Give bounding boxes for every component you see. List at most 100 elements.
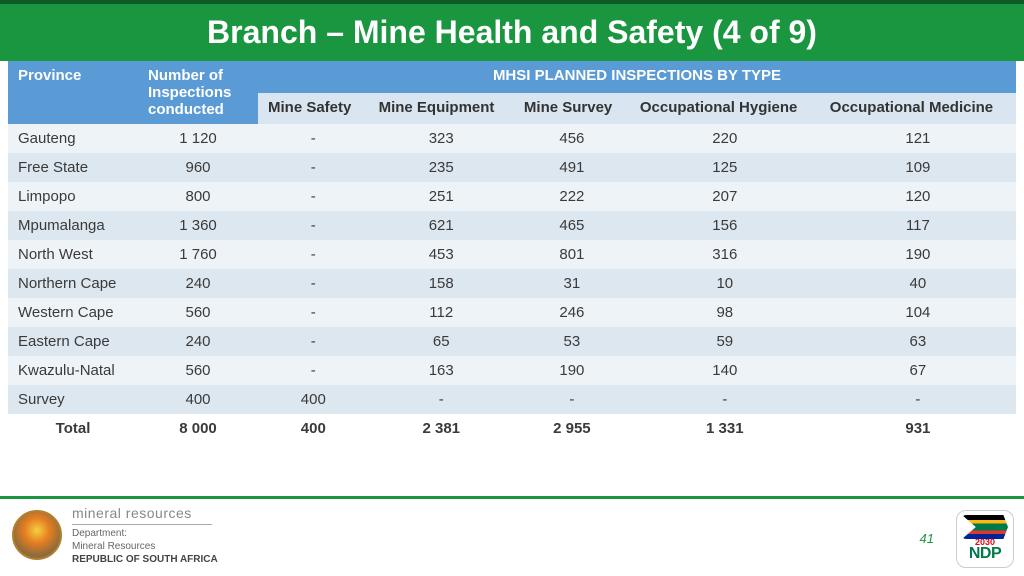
cell-value: 158 xyxy=(369,269,514,298)
cell-value: 140 xyxy=(630,356,820,385)
cell-value: - xyxy=(258,356,369,385)
cell-value: 400 xyxy=(258,385,369,414)
cell-value: 1 120 xyxy=(138,124,258,153)
cell-value: 246 xyxy=(514,298,630,327)
cell-province: Northern Cape xyxy=(8,269,138,298)
col-occ-hygiene: Occupational Hygiene xyxy=(630,93,820,125)
cell-value: 207 xyxy=(630,182,820,211)
footer: mineral resources Department: Mineral Re… xyxy=(0,496,1024,576)
cell-value: 316 xyxy=(630,240,820,269)
cell-province: North West xyxy=(8,240,138,269)
cell-value: 453 xyxy=(369,240,514,269)
dept-line1: Department: xyxy=(72,527,218,540)
cell-value: 2 955 xyxy=(514,414,630,443)
cell-value: 220 xyxy=(630,124,820,153)
cell-province: Limpopo xyxy=(8,182,138,211)
cell-value: 465 xyxy=(514,211,630,240)
footer-branding: mineral resources Department: Mineral Re… xyxy=(12,504,218,566)
ndp-text: NDP xyxy=(969,545,1001,563)
cell-value: 800 xyxy=(138,182,258,211)
cell-value: - xyxy=(258,298,369,327)
cell-value: 112 xyxy=(369,298,514,327)
cell-province: Gauteng xyxy=(8,124,138,153)
cell-value: 104 xyxy=(820,298,1016,327)
cell-value: 117 xyxy=(820,211,1016,240)
cell-value: 2 381 xyxy=(369,414,514,443)
table-row: Northern Cape240-158311040 xyxy=(8,269,1016,298)
col-mine-equipment: Mine Equipment xyxy=(369,93,514,125)
table-row: Gauteng1 120-323456220121 xyxy=(8,124,1016,153)
cell-value: 120 xyxy=(820,182,1016,211)
table-row: Kwazulu-Natal560-16319014067 xyxy=(8,356,1016,385)
cell-value: 98 xyxy=(630,298,820,327)
table-row: Limpopo800-251222207120 xyxy=(8,182,1016,211)
cell-province: Free State xyxy=(8,153,138,182)
cell-value: 491 xyxy=(514,153,630,182)
cell-value: 400 xyxy=(138,385,258,414)
cell-value: - xyxy=(630,385,820,414)
cell-province: Kwazulu-Natal xyxy=(8,356,138,385)
cell-value: 400 xyxy=(258,414,369,443)
cell-value: 190 xyxy=(820,240,1016,269)
page-number: 41 xyxy=(920,531,934,546)
cell-value: 251 xyxy=(369,182,514,211)
cell-value: 40 xyxy=(820,269,1016,298)
table-row: Survey400400---- xyxy=(8,385,1016,414)
cell-value: 8 000 xyxy=(138,414,258,443)
cell-value: 1 331 xyxy=(630,414,820,443)
col-inspections: Number of Inspections conducted xyxy=(138,61,258,124)
cell-value: 931 xyxy=(820,414,1016,443)
table-row: North West1 760-453801316190 xyxy=(8,240,1016,269)
col-occ-medicine: Occupational Medicine xyxy=(820,93,1016,125)
cell-value: 222 xyxy=(514,182,630,211)
cell-value: 456 xyxy=(514,124,630,153)
cell-value: 67 xyxy=(820,356,1016,385)
cell-value: 121 xyxy=(820,124,1016,153)
cell-value: - xyxy=(514,385,630,414)
cell-province: Mpumalanga xyxy=(8,211,138,240)
table-row: Eastern Cape240-65535963 xyxy=(8,327,1016,356)
cell-value: 240 xyxy=(138,327,258,356)
cell-value: 156 xyxy=(630,211,820,240)
cell-value: - xyxy=(258,327,369,356)
cell-value: 560 xyxy=(138,298,258,327)
cell-value: 53 xyxy=(514,327,630,356)
col-mine-safety: Mine Safety xyxy=(258,93,369,125)
cell-province: Survey xyxy=(8,385,138,414)
table-row-total: Total8 0004002 3812 9551 331931 xyxy=(8,414,1016,443)
inspections-table: Province Number of Inspections conducted… xyxy=(8,61,1016,443)
cell-value: 621 xyxy=(369,211,514,240)
cell-value: - xyxy=(820,385,1016,414)
department-block: mineral resources Department: Mineral Re… xyxy=(72,504,218,566)
table-container: Province Number of Inspections conducted… xyxy=(0,61,1024,443)
dept-line2: Mineral Resources xyxy=(72,540,218,553)
cell-province: Western Cape xyxy=(8,298,138,327)
col-mine-survey: Mine Survey xyxy=(514,93,630,125)
cell-value: 960 xyxy=(138,153,258,182)
cell-value: 323 xyxy=(369,124,514,153)
cell-value: 1 360 xyxy=(138,211,258,240)
cell-value: - xyxy=(258,211,369,240)
cell-province: Eastern Cape xyxy=(8,327,138,356)
cell-value: 560 xyxy=(138,356,258,385)
col-spanner: MHSI PLANNED INSPECTIONS BY TYPE xyxy=(258,61,1016,93)
dept-line3: REPUBLIC OF SOUTH AFRICA xyxy=(72,553,218,566)
cell-value: 65 xyxy=(369,327,514,356)
table-row: Western Cape560-11224698104 xyxy=(8,298,1016,327)
cell-value: - xyxy=(258,269,369,298)
cell-value: - xyxy=(258,182,369,211)
cell-province: Total xyxy=(8,414,138,443)
cell-value: - xyxy=(369,385,514,414)
table-row: Free State960-235491125109 xyxy=(8,153,1016,182)
cell-value: 240 xyxy=(138,269,258,298)
cell-value: 235 xyxy=(369,153,514,182)
table-row: Mpumalanga1 360-621465156117 xyxy=(8,211,1016,240)
cell-value: 190 xyxy=(514,356,630,385)
col-province: Province xyxy=(8,61,138,124)
coat-of-arms-icon xyxy=(12,510,62,560)
cell-value: - xyxy=(258,240,369,269)
cell-value: 10 xyxy=(630,269,820,298)
cell-value: - xyxy=(258,153,369,182)
brand-name: mineral resources xyxy=(72,504,218,522)
cell-value: 125 xyxy=(630,153,820,182)
